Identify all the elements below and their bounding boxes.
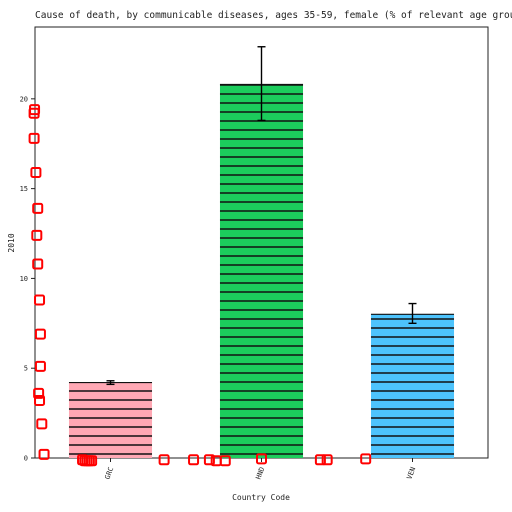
marker-square	[188, 454, 200, 466]
bars	[68, 83, 455, 458]
y-axis-label: 2010	[7, 233, 16, 252]
bar-ven	[370, 313, 455, 458]
marker-square	[36, 418, 48, 430]
marker-square	[32, 258, 44, 270]
y-tick-label: 5	[24, 365, 28, 373]
y-axis: 0 5 10 15 20	[20, 95, 35, 463]
marker-square	[321, 454, 333, 466]
marker-square	[28, 132, 40, 144]
marker-square	[33, 387, 45, 399]
chart-title: Cause of death, by communicable diseases…	[35, 10, 512, 21]
marker-square	[86, 455, 98, 467]
marker-square	[314, 454, 326, 466]
x-tick-label: VEN	[406, 466, 418, 481]
error-bar-hnd	[257, 46, 266, 122]
bar-fill	[370, 314, 455, 458]
bar-fill	[68, 382, 153, 458]
marker-square	[360, 453, 372, 465]
marker-square	[34, 328, 46, 340]
marker-square	[158, 454, 170, 466]
x-axis-label: Country Code	[232, 493, 290, 502]
marker-square	[32, 202, 44, 214]
x-axis: GRC HND VEN	[104, 458, 418, 481]
markers	[28, 104, 372, 467]
marker-square	[38, 448, 50, 460]
marker-square	[256, 453, 267, 465]
error-bars	[106, 46, 417, 386]
y-tick-label: 0	[24, 455, 28, 463]
y-tick-label: 10	[20, 275, 28, 283]
bar-fill	[219, 84, 304, 458]
x-tick-label: GRC	[104, 466, 116, 481]
marker-square	[34, 360, 46, 372]
error-bar-grc	[106, 380, 115, 386]
error-bar-ven	[408, 302, 417, 325]
marker-square	[31, 229, 43, 241]
bar-grc	[68, 381, 153, 458]
marker-square	[203, 454, 215, 466]
marker-square	[30, 166, 42, 178]
y-tick-label: 15	[20, 185, 28, 193]
marker-square	[29, 104, 41, 116]
bar-hnd	[219, 83, 304, 458]
marker-square	[34, 395, 46, 407]
marker-square	[219, 455, 231, 467]
y-tick-label: 20	[20, 95, 28, 103]
x-tick-label: HND	[255, 466, 267, 481]
marker-square	[34, 294, 46, 306]
